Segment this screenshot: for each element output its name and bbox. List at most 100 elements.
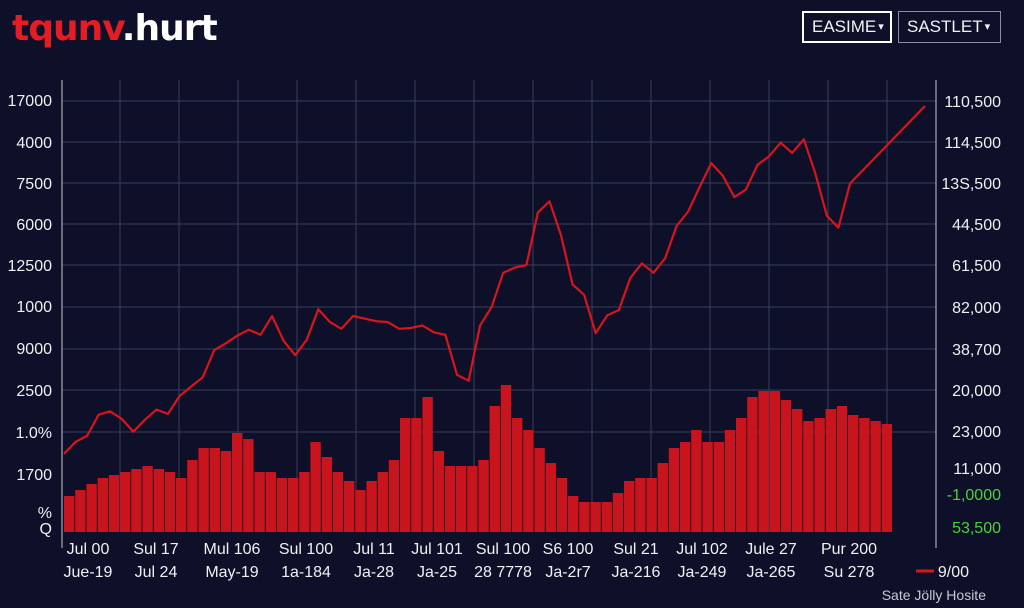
left-tick-label: 1.0%: [16, 425, 52, 442]
logo-suffix: .hurt: [121, 8, 218, 49]
bar: [321, 457, 332, 532]
caret-down-icon: ▾: [878, 21, 884, 33]
bar: [657, 463, 668, 532]
x-tick-label: Sul 17: [133, 541, 178, 558]
bar: [870, 421, 881, 532]
left-tick-label: 17000: [8, 93, 53, 110]
bar: [881, 424, 892, 532]
bar: [601, 502, 612, 532]
bar: [232, 433, 243, 532]
bar: [209, 448, 220, 532]
dropdown-secondary[interactable]: SASTLET ▾: [898, 11, 1001, 43]
bar: [288, 478, 299, 532]
bar: [590, 502, 601, 532]
source-note: Sate Jölly Hosite: [881, 587, 986, 603]
x-tick-label: Jul 101: [411, 541, 463, 558]
bar: [108, 475, 120, 532]
bar: [769, 391, 780, 532]
bar: [299, 472, 310, 532]
bar: [534, 448, 545, 532]
bar: [254, 472, 265, 532]
bar: [467, 466, 478, 532]
x-tick-label: May-19: [205, 564, 258, 581]
left-tick-label: Q: [40, 521, 52, 538]
bar: [400, 418, 411, 532]
bar: [388, 460, 400, 532]
bar: [198, 448, 209, 532]
x-tick-label: Pur 200: [821, 541, 877, 558]
bar: [724, 430, 736, 532]
x-tick-label: S6 100: [543, 541, 594, 558]
bar: [75, 490, 86, 532]
x-tick-label: Jul 00: [67, 541, 110, 558]
left-tick-label: 1700: [16, 467, 52, 484]
bar: [86, 484, 97, 532]
dropdown-secondary-label: SASTLET: [907, 17, 983, 36]
right-tick-label: 53,500: [952, 520, 1001, 537]
dropdown-primary-label: EASIME: [812, 17, 877, 36]
right-tick-label: 23,000: [952, 424, 1001, 441]
x-tick-label: 28 7778: [474, 564, 532, 581]
line-series-tail: [849, 105, 926, 185]
bar: [523, 430, 534, 532]
bar: [758, 391, 769, 532]
bar: [803, 421, 814, 532]
bar: [500, 385, 512, 532]
bar: [747, 397, 758, 532]
bar: [635, 478, 646, 532]
right-tick-label: 82,000: [952, 300, 1001, 317]
bar: [680, 442, 691, 532]
bar: [187, 460, 198, 532]
x-tick-label: Mul 106: [204, 541, 261, 558]
bar: [545, 463, 556, 532]
legend-label: 9/00: [938, 564, 969, 581]
left-tick-label: 7500: [16, 176, 52, 193]
x-tick-label: Jule 27: [745, 541, 797, 558]
right-tick-label: 44,500: [952, 217, 1001, 234]
right-tick-label: 110,500: [944, 94, 1001, 111]
right-tick-label: 13S,500: [941, 176, 1001, 193]
bar: [702, 442, 713, 532]
x-tick-label: Ja-28: [354, 564, 394, 581]
x-tick-label: Sul 21: [613, 541, 658, 558]
right-tick-label: 20,000: [952, 383, 1001, 400]
right-tick-label: 38,700: [952, 342, 1001, 359]
brand-logo: tqunv.hurt: [12, 8, 218, 49]
right-tick-label: 11,000: [953, 461, 1001, 478]
bar: [355, 490, 366, 532]
logo-text: tqunv: [12, 8, 123, 49]
dropdown-primary[interactable]: EASIME ▾: [802, 11, 892, 43]
bar: [556, 478, 568, 532]
bar: [646, 478, 657, 532]
bar: [411, 418, 422, 532]
bar: [859, 418, 870, 532]
x-tick-label: Ja-2r7: [545, 564, 590, 581]
bar: [153, 469, 164, 532]
bar: [489, 406, 500, 532]
legend: 9/00: [916, 564, 969, 581]
bar: [164, 472, 176, 532]
line-series: [63, 138, 852, 455]
bar: [668, 448, 680, 532]
bar: [332, 472, 344, 532]
bar: [433, 451, 444, 532]
bar: [792, 409, 803, 532]
bar: [456, 466, 467, 532]
bar: [120, 472, 131, 532]
bar: [377, 472, 388, 532]
x-tick-label: Jue-19: [64, 564, 113, 581]
bar: [478, 460, 489, 532]
right-tick-label: -1,0000: [947, 487, 1001, 504]
bar: [243, 439, 254, 532]
left-tick-label: 6000: [16, 217, 52, 234]
x-tick-label: Ja-249: [678, 564, 727, 581]
bar: [310, 442, 321, 532]
bar: [444, 466, 456, 532]
left-tick-label: %: [38, 505, 52, 522]
bar: [612, 493, 624, 532]
bar: [814, 418, 825, 532]
bar: [568, 496, 579, 532]
left-tick-label: 1000: [16, 299, 52, 316]
bar: [276, 478, 288, 532]
x-tick-label: Sul 100: [476, 541, 530, 558]
